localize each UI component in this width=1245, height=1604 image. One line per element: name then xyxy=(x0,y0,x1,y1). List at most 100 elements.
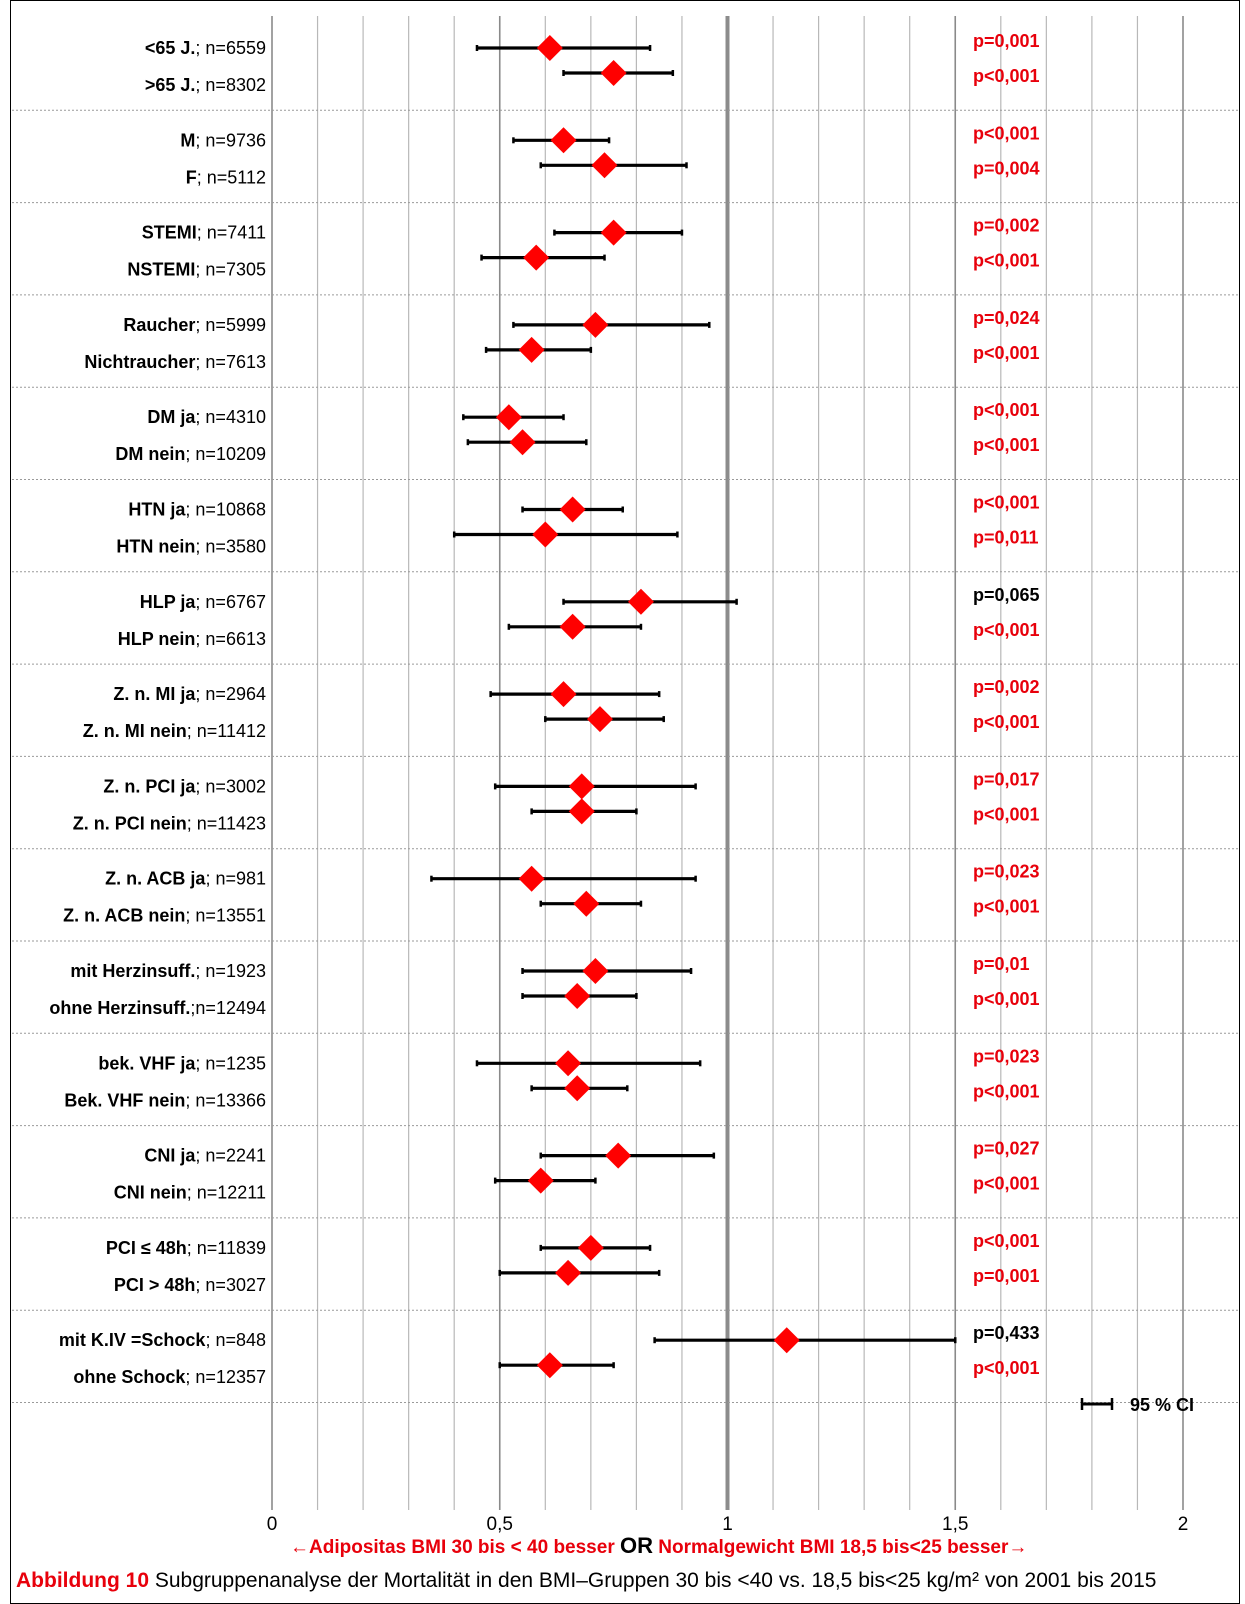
or-diamond xyxy=(536,1352,563,1379)
row-label-n: ; n=6613 xyxy=(195,629,266,649)
p-value: p=0,01 xyxy=(973,954,1030,974)
row-label-n: ; n=9736 xyxy=(195,130,266,150)
row-label-n: ; n=7613 xyxy=(195,352,266,372)
row-label-bold: Nichtraucher xyxy=(84,352,195,372)
p-value: p=0,027 xyxy=(973,1139,1040,1159)
p-value: p<0,001 xyxy=(973,435,1040,455)
p-value: p=0,004 xyxy=(973,158,1040,178)
p-value: p=0,002 xyxy=(973,216,1040,236)
row-label: Z. n. PCI nein; n=11423 xyxy=(73,813,266,833)
row-label-n: ; n=3580 xyxy=(195,537,266,557)
row-label-n: ; n=7411 xyxy=(197,223,266,243)
or-diamond xyxy=(573,890,600,917)
row-label-bold: HLP nein xyxy=(118,629,196,649)
row-label: Z. n. MI nein; n=11412 xyxy=(83,721,266,741)
p-value: p<0,001 xyxy=(973,1174,1040,1194)
or-diamond xyxy=(773,1327,800,1354)
row-label: mit Herzinsuff.; n=1923 xyxy=(70,961,266,981)
p-value: p<0,001 xyxy=(973,343,1040,363)
p-value: p=0,001 xyxy=(973,1266,1040,1286)
row-label-n: ; n=8302 xyxy=(195,75,266,95)
p-value: p=0,017 xyxy=(973,769,1040,789)
row-label-n: ; n=12211 xyxy=(187,1183,266,1203)
row-label-n: ; n=11423 xyxy=(187,813,266,833)
row-label-bold: HLP ja xyxy=(140,592,197,612)
row-label-n: ; n=10209 xyxy=(185,444,266,464)
or-diamond xyxy=(550,681,577,708)
row-label-bold: mit Herzinsuff. xyxy=(70,961,195,981)
row-label-n: ; n=6559 xyxy=(195,38,266,58)
row-label-bold: CNI nein xyxy=(114,1183,187,1203)
row-label-n: ; n=3027 xyxy=(195,1275,266,1295)
row-label-bold: Z. n. MI nein xyxy=(83,721,187,741)
caption-text: Subgruppenanalyse der Mortalität in den … xyxy=(149,1569,1157,1592)
row-label-bold: STEMI xyxy=(142,223,197,243)
row-label: HTN nein; n=3580 xyxy=(116,537,266,557)
row-label-n: ; n=1235 xyxy=(195,1053,266,1073)
x-tick-label: 1,5 xyxy=(942,1514,968,1535)
row-label-bold: DM ja xyxy=(147,407,196,427)
p-value: p<0,001 xyxy=(973,989,1040,1009)
row-label-bold: Z. n. PCI nein xyxy=(73,813,187,833)
row-label-n: ; n=981 xyxy=(205,869,266,889)
p-value: p<0,001 xyxy=(973,123,1040,143)
or-diamond xyxy=(586,706,613,733)
row-label: DM nein; n=10209 xyxy=(115,444,266,464)
row-label: PCI > 48h; n=3027 xyxy=(114,1275,266,1295)
axis-left-label: ←Adipositas BMI 30 bis < 40 besser xyxy=(290,1537,615,1558)
or-diamond xyxy=(527,1167,554,1194)
row-label-bold: ohne Schock xyxy=(73,1367,186,1387)
row-label: F; n=5112 xyxy=(186,167,266,187)
or-diamond xyxy=(555,1259,582,1286)
p-value: p=0,433 xyxy=(973,1323,1040,1343)
row-label: HTN ja; n=10868 xyxy=(128,500,266,520)
row-label: CNI ja; n=2241 xyxy=(144,1146,266,1166)
or-diamond xyxy=(509,429,536,456)
axis-direction-label: ←Adipositas BMI 30 bis < 40 besser OR No… xyxy=(290,1533,1027,1559)
or-diamond xyxy=(532,521,559,548)
or-diamond xyxy=(559,613,586,640)
row-label: Z. n. PCI ja; n=3002 xyxy=(103,776,266,796)
p-value: p<0,001 xyxy=(973,1358,1040,1378)
row-label-bold: F xyxy=(186,167,197,187)
row-label: Z. n. ACB ja; n=981 xyxy=(105,869,266,889)
p-value: p<0,001 xyxy=(973,251,1040,271)
row-label-bold: Z. n. MI ja xyxy=(113,684,196,704)
or-diamond xyxy=(582,958,609,984)
row-label-n: ; n=2964 xyxy=(195,684,266,704)
p-value: p<0,001 xyxy=(973,66,1040,86)
row-label-n: ; n=5999 xyxy=(195,315,266,335)
row-label: M; n=9736 xyxy=(180,130,266,150)
row-label-n: ; n=2241 xyxy=(195,1146,266,1166)
row-label-bold: bek. VHF ja xyxy=(98,1053,196,1073)
or-diamond xyxy=(564,983,591,1009)
or-diamond xyxy=(591,152,618,179)
x-tick-label: 0 xyxy=(267,1514,278,1535)
row-label-n: ; n=848 xyxy=(205,1330,266,1350)
row-label-bold: PCI ≤ 48h xyxy=(106,1238,187,1258)
or-diamond xyxy=(536,35,563,61)
or-diamond xyxy=(559,496,586,523)
row-label: Raucher; n=5999 xyxy=(123,315,266,335)
or-diamond xyxy=(564,1075,591,1102)
or-diamond xyxy=(495,404,522,431)
row-label-bold: M xyxy=(180,130,195,150)
row-label-bold: <65 J. xyxy=(145,38,196,58)
row-label-n: ; n=13551 xyxy=(185,906,266,926)
p-value: p=0,001 xyxy=(973,31,1040,51)
row-label: bek. VHF ja; n=1235 xyxy=(98,1053,266,1073)
axis-right-label: Normalgewicht BMI 18,5 bis<25 besser→ xyxy=(658,1537,1028,1558)
p-value: p=0,024 xyxy=(973,308,1040,328)
row-label-bold: CNI ja xyxy=(144,1146,196,1166)
or-diamond xyxy=(600,60,627,86)
row-label: >65 J.; n=8302 xyxy=(145,75,266,95)
row-label-bold: HTN nein xyxy=(116,537,195,557)
row-label-bold: Bek. VHF nein xyxy=(64,1090,185,1110)
x-tick-label: 1 xyxy=(722,1514,733,1535)
p-value: p<0,001 xyxy=(973,897,1040,917)
row-label-bold: PCI > 48h xyxy=(114,1275,196,1295)
row-label-n: ; n=12357 xyxy=(185,1367,266,1387)
or-diamond xyxy=(627,588,654,615)
row-label: Z. n. ACB nein; n=13551 xyxy=(63,906,266,926)
row-label-n: ; n=5112 xyxy=(197,167,266,187)
